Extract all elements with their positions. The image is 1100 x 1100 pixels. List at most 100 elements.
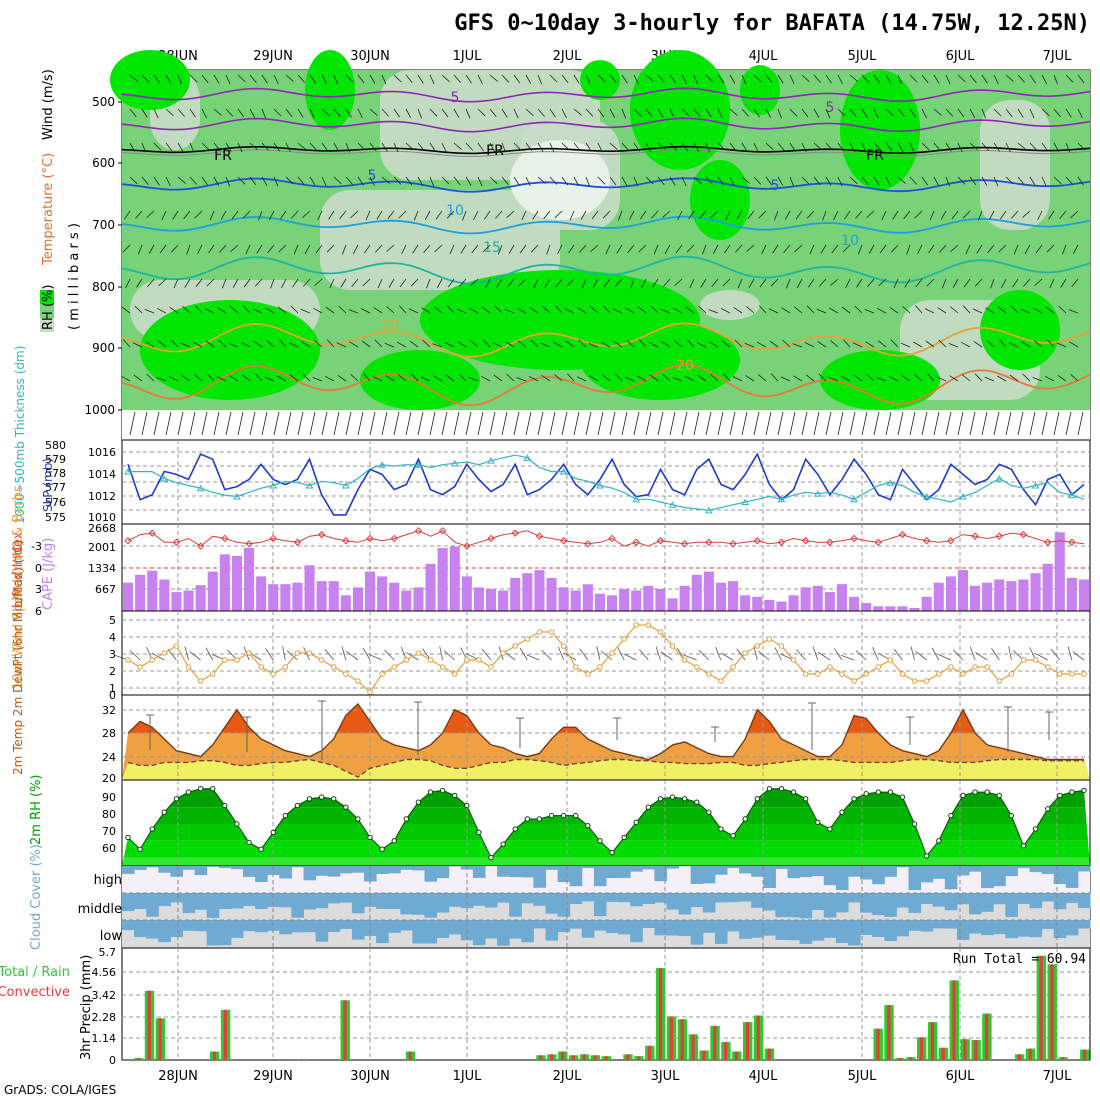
precip-conv-bar [713,1025,717,1060]
cloud-low [932,920,946,929]
precip-conv-bar [985,1013,989,1060]
wind-barb [781,307,791,314]
wind-barb [459,278,467,287]
wind-speed-point [367,689,373,696]
wind-barb [195,278,203,288]
wind-barb [617,647,625,661]
date-label: 2JUL [553,49,583,64]
rh-point [875,789,881,795]
thickness-point [160,475,169,482]
wind-barb [1049,278,1055,289]
precip-ylabel-c: 3hr Precip (mm) [79,955,94,1060]
upper-ylabel-wind: Wind (m/s) [41,69,56,140]
cloud-middle [497,893,510,903]
precip-conv-bar [212,1051,217,1060]
wind-barb [645,108,653,118]
wind-barb [1060,278,1067,288]
wind-barb [906,244,911,255]
wind-barb [399,305,407,314]
cloud-middle [690,893,704,908]
cloud-middle [351,893,365,914]
wind-barb [614,278,623,287]
cape-bar [752,596,763,611]
cloud-middle [1005,893,1018,918]
wind-barb [220,210,227,220]
wind-barb [722,278,731,287]
cloud-low [920,920,934,932]
wind-barb [483,339,491,348]
surface-wind-barb [657,411,664,436]
wind-barb [361,340,371,348]
cloud-middle [376,893,389,909]
contour-label: 5 [771,178,780,194]
lifted-index-point [317,530,326,539]
wind-barb [537,108,545,117]
lifted-index-point [753,537,761,545]
wind-barb [981,108,987,119]
cape-bar [861,603,872,611]
precip-conv-bar [1017,1054,1021,1060]
date-label: 30JUN [350,1069,390,1084]
wind-barb [885,108,894,116]
wind-barb [517,340,527,348]
wind-barb [1035,244,1043,254]
thickness-point [233,493,241,500]
precip-conv-bar [930,1022,934,1060]
wind-barb [616,244,623,254]
cloud-low [944,920,958,929]
cape-bar [473,587,484,611]
wind-barb [1045,375,1055,382]
wind-speed-point [318,657,325,663]
wind-speed-point [294,650,301,656]
lifted-index-point [826,538,834,546]
wind-barb [309,74,317,84]
wind-barb [837,176,843,187]
wind-barb [278,244,287,253]
wind-barb [901,375,911,382]
surface-wind-barb [777,411,784,436]
rh-fill-bright [580,60,620,100]
rh-point [802,796,809,802]
cape-bar [691,574,702,611]
wind-barb [965,244,971,255]
cloud-middle [460,893,474,909]
surface-wind-barb [201,411,208,436]
wind-barb [685,306,695,314]
wind-barb [1065,108,1072,118]
wind-barb [837,108,846,117]
wind-barb [852,342,863,348]
cloud-low [908,920,922,931]
wind-barb [721,340,731,348]
wind-barb [309,108,315,119]
wind-barb [818,373,827,382]
wind-barb [194,210,203,219]
wind-barb [206,278,215,287]
wind-speed-point [222,657,228,663]
rh-point [548,812,555,819]
wind-speed-point [875,664,882,670]
wind-barb [465,176,472,186]
wind-barb [304,244,311,254]
wind-barb [386,244,395,252]
wind-barb [1053,142,1060,152]
rh-point [137,846,143,852]
cloud-high [230,866,244,870]
wind-barb [914,374,923,382]
thickness-point [523,454,532,461]
wind-barb [312,377,323,382]
wind-barb [693,108,701,117]
precip-conv-bar [724,1042,728,1060]
precip-conv-bar [974,1040,978,1060]
rh-point [972,789,978,795]
cloud-low [763,920,776,936]
thickness-point [813,490,822,497]
wind-barb [1024,244,1031,254]
wind-barb [513,142,522,151]
precip-tick-label: 2.28 [92,1011,117,1024]
wind-barb [888,376,899,382]
wind-barb [969,176,977,186]
wind-barb [974,373,983,382]
precip-conv-bar [680,1019,684,1060]
wind-barb [744,342,755,348]
